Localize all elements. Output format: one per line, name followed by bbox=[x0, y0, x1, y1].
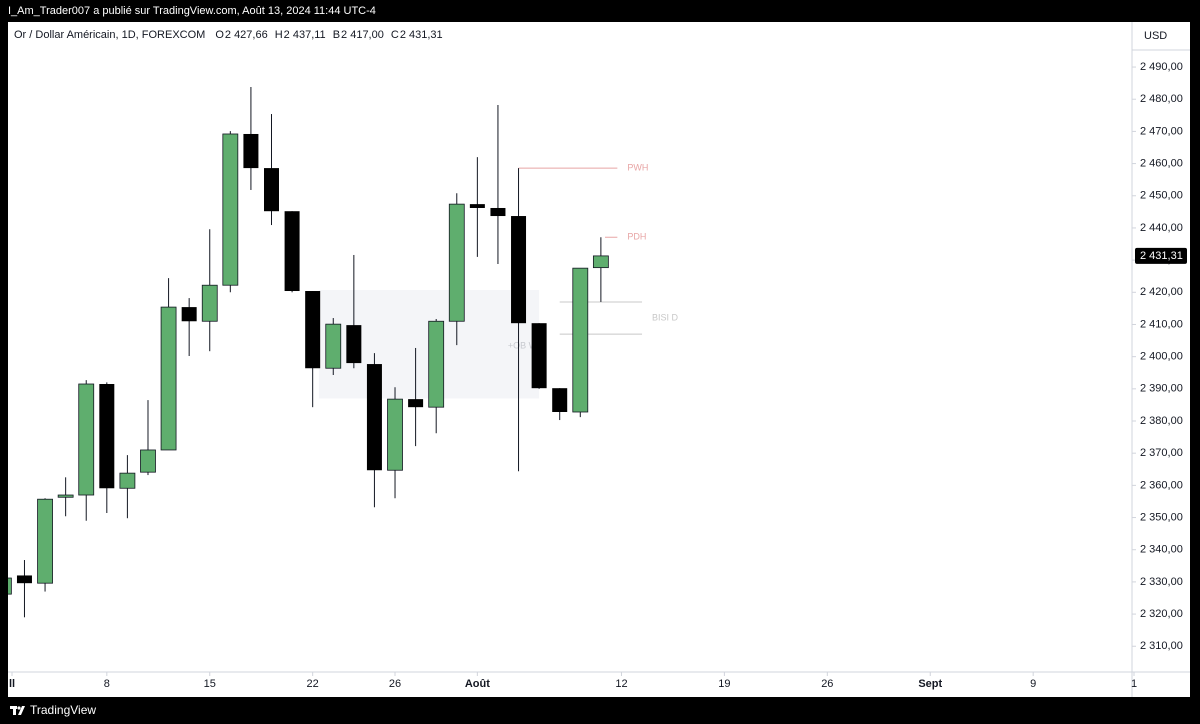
candle-body bbox=[408, 399, 424, 408]
y-tick-label: 2 470,00 bbox=[1140, 125, 1183, 137]
x-tick-label: Sept bbox=[918, 678, 942, 690]
y-tick-label: 2 480,00 bbox=[1140, 93, 1183, 105]
y-tick-label: 2 340,00 bbox=[1140, 544, 1183, 556]
y-tick-label: 2 420,00 bbox=[1140, 286, 1183, 298]
y-tick-label: 2 360,00 bbox=[1140, 479, 1183, 491]
x-tick-label: 8 bbox=[104, 678, 110, 690]
candle-body bbox=[490, 207, 506, 217]
level-label: BISI D bbox=[652, 312, 679, 322]
candle-body bbox=[119, 472, 136, 489]
ohlc-value: 2 431,31 bbox=[399, 29, 443, 41]
logo-text: TradingView bbox=[30, 703, 97, 717]
y-tick-label: 2 400,00 bbox=[1140, 351, 1183, 363]
candle-body bbox=[78, 383, 95, 496]
x-tick-label: 26 bbox=[821, 678, 833, 690]
candle-body bbox=[511, 216, 527, 324]
y-tick-label: 2 310,00 bbox=[1140, 640, 1183, 652]
ohlc-key: C bbox=[390, 29, 399, 41]
x-tick-label: 1 bbox=[1131, 678, 1137, 690]
x-tick-label: Août bbox=[465, 678, 490, 690]
candle-body bbox=[57, 494, 74, 498]
level-label: PDH bbox=[627, 232, 646, 242]
y-tick-label: 2 460,00 bbox=[1140, 157, 1183, 169]
price-tag-label: 2 431,31 bbox=[1140, 250, 1183, 262]
candle-body bbox=[140, 449, 156, 473]
y-tick-label: 2 390,00 bbox=[1140, 383, 1183, 395]
plot: +OB W PWH PDH BISI D bbox=[8, 87, 679, 618]
x-tick-label: ll bbox=[9, 678, 15, 690]
candle-body bbox=[160, 306, 177, 451]
x-tick-label: 12 bbox=[615, 678, 627, 690]
x-tick-label: 26 bbox=[389, 678, 401, 690]
candle-body bbox=[201, 284, 218, 322]
candle-body bbox=[552, 388, 568, 412]
candle-body bbox=[8, 577, 12, 595]
candle-body bbox=[572, 267, 589, 413]
x-tick-label: 22 bbox=[307, 678, 319, 690]
candle-body bbox=[222, 133, 239, 286]
y-tick-label: 2 450,00 bbox=[1140, 190, 1183, 202]
ohlc-value: 2 427,66 bbox=[224, 29, 268, 41]
logo-icon bbox=[10, 706, 25, 715]
symbol-name: Or / Dollar Américain, 1D, FOREXCOM bbox=[14, 29, 206, 41]
logo: TradingView bbox=[10, 703, 96, 717]
price-tag bbox=[1135, 247, 1187, 264]
candle-body bbox=[592, 255, 609, 269]
candle-body bbox=[346, 325, 362, 364]
candle-body bbox=[366, 364, 382, 471]
x-tick-label: 19 bbox=[718, 678, 730, 690]
candle-body bbox=[37, 498, 53, 584]
candle-body bbox=[469, 204, 485, 208]
y-tick-label: 2 320,00 bbox=[1140, 608, 1183, 620]
chart-panel bbox=[8, 22, 1190, 697]
candle-body bbox=[428, 320, 445, 408]
y-tick-label: 2 370,00 bbox=[1140, 447, 1183, 459]
zone-label: +OB W bbox=[508, 341, 538, 351]
x-tick-label: 9 bbox=[1030, 678, 1036, 690]
ohlc-key: B bbox=[332, 29, 341, 41]
y-tick-label: 2 410,00 bbox=[1140, 318, 1183, 330]
candle-body bbox=[531, 323, 547, 389]
y-tick-label: 2 490,00 bbox=[1140, 61, 1183, 73]
ohlc-key: O bbox=[215, 29, 224, 41]
candle-body bbox=[305, 291, 321, 369]
y-tick-label: 2 330,00 bbox=[1140, 576, 1183, 588]
candle-body bbox=[325, 323, 342, 369]
candle-body bbox=[284, 211, 300, 292]
y-tick-label: 2 350,00 bbox=[1140, 511, 1183, 523]
ohlc-value: 2 437,11 bbox=[283, 29, 326, 41]
y-tick-label: 2 440,00 bbox=[1140, 222, 1183, 234]
candle-body bbox=[243, 133, 259, 169]
y-axis-unit: USD bbox=[1144, 30, 1167, 42]
candle-body bbox=[99, 384, 115, 489]
publish-info: I_Am_Trader007 a publié sur TradingView.… bbox=[8, 5, 376, 17]
candle-body bbox=[181, 307, 197, 322]
candle-body bbox=[16, 575, 32, 584]
ohlc-key: H bbox=[274, 29, 283, 41]
x-tick-label: 15 bbox=[204, 678, 216, 690]
candle-body bbox=[387, 398, 403, 471]
ohlc-value: 2 417,00 bbox=[341, 29, 384, 41]
y-tick-label: 2 380,00 bbox=[1140, 415, 1183, 427]
candle-body bbox=[448, 203, 465, 322]
candle-body bbox=[264, 168, 280, 212]
level-label: PWH bbox=[627, 162, 648, 172]
